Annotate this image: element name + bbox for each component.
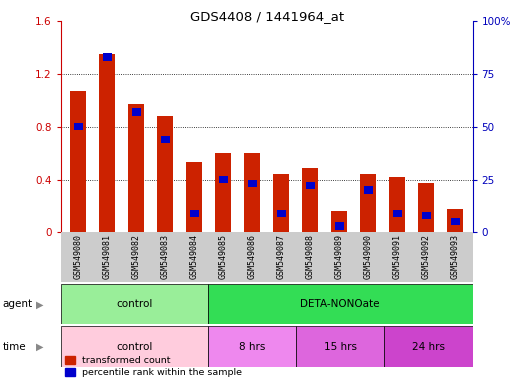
Text: GSM549088: GSM549088: [306, 234, 315, 279]
Bar: [306, 182, 315, 189]
Text: ▶: ▶: [36, 341, 43, 352]
Text: GSM549092: GSM549092: [422, 234, 431, 279]
Text: GSM549090: GSM549090: [364, 234, 373, 279]
Bar: [393, 210, 401, 217]
Bar: [103, 53, 111, 61]
Legend: transformed count, percentile rank within the sample: transformed count, percentile rank withi…: [65, 356, 242, 377]
Text: ▶: ▶: [36, 299, 43, 310]
Text: GSM549093: GSM549093: [451, 234, 460, 279]
Text: GSM549083: GSM549083: [161, 234, 169, 279]
Bar: [99, 54, 115, 232]
Text: GSM549081: GSM549081: [102, 234, 111, 279]
Text: GSM549082: GSM549082: [131, 234, 140, 279]
Bar: [248, 180, 257, 187]
Text: GSM549080: GSM549080: [73, 234, 82, 279]
Text: GSM549087: GSM549087: [277, 234, 286, 279]
Bar: [331, 211, 347, 232]
Text: GSM549086: GSM549086: [248, 234, 257, 279]
Text: GSM549084: GSM549084: [190, 234, 199, 279]
Bar: [389, 177, 405, 232]
Bar: [190, 210, 199, 217]
Text: control: control: [116, 341, 153, 352]
Bar: [157, 116, 173, 232]
Bar: [447, 209, 463, 232]
Bar: [61, 326, 208, 367]
Bar: [61, 284, 208, 324]
Text: time: time: [3, 341, 26, 352]
Text: 15 hrs: 15 hrs: [324, 341, 357, 352]
Bar: [302, 168, 318, 232]
Text: GSM549091: GSM549091: [393, 234, 402, 279]
Text: agent: agent: [3, 299, 33, 310]
Bar: [132, 108, 140, 116]
Bar: [273, 174, 289, 232]
Bar: [74, 123, 82, 130]
Bar: [186, 162, 202, 232]
Text: 24 hrs: 24 hrs: [412, 341, 445, 352]
Bar: [384, 326, 473, 367]
Bar: [418, 184, 434, 232]
Text: DETA-NONOate: DETA-NONOate: [300, 299, 380, 310]
Bar: [215, 153, 231, 232]
Text: GDS4408 / 1441964_at: GDS4408 / 1441964_at: [190, 10, 344, 23]
Bar: [128, 104, 144, 232]
Bar: [277, 210, 286, 217]
Text: GSM549089: GSM549089: [335, 234, 344, 279]
Text: GSM549085: GSM549085: [219, 234, 228, 279]
Bar: [161, 136, 169, 143]
Bar: [451, 218, 459, 225]
Bar: [296, 326, 384, 367]
Text: control: control: [116, 299, 153, 310]
Text: 8 hrs: 8 hrs: [239, 341, 265, 352]
Bar: [208, 284, 473, 324]
Bar: [70, 91, 86, 232]
Bar: [335, 222, 344, 230]
Bar: [244, 153, 260, 232]
Bar: [208, 326, 296, 367]
Bar: [364, 187, 373, 194]
Bar: [360, 174, 376, 232]
Bar: [422, 212, 430, 219]
Bar: [219, 176, 228, 183]
